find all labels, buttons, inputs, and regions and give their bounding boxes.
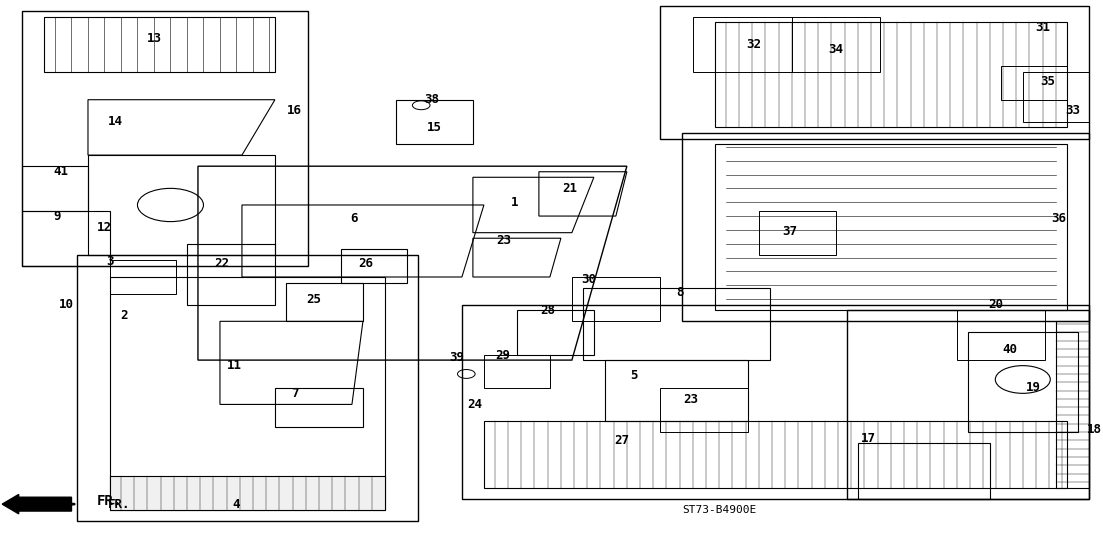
Text: 17: 17: [861, 432, 876, 445]
Text: 28: 28: [540, 304, 555, 317]
Text: 40: 40: [1003, 342, 1017, 356]
Text: 4: 4: [233, 497, 240, 511]
Text: 14: 14: [108, 115, 122, 129]
Text: 26: 26: [358, 257, 374, 270]
Text: 5: 5: [630, 369, 638, 382]
Text: 31: 31: [1035, 21, 1050, 34]
FancyArrow shape: [2, 494, 72, 514]
Text: 33: 33: [1064, 104, 1080, 117]
Text: 18: 18: [1086, 423, 1102, 436]
Text: 23: 23: [496, 234, 511, 248]
Text: 25: 25: [306, 293, 321, 306]
Text: 36: 36: [1051, 212, 1067, 225]
Text: 24: 24: [468, 398, 483, 411]
Text: 39: 39: [449, 351, 464, 364]
Text: 10: 10: [58, 298, 74, 311]
Text: 13: 13: [147, 32, 161, 45]
Text: 22: 22: [215, 257, 229, 270]
Text: 21: 21: [563, 182, 577, 195]
Text: 11: 11: [227, 359, 242, 372]
Text: 19: 19: [1026, 381, 1041, 394]
Text: 12: 12: [97, 220, 113, 234]
Text: 37: 37: [782, 225, 797, 238]
Text: 2: 2: [120, 309, 128, 322]
Text: 1: 1: [511, 196, 518, 209]
Text: 27: 27: [614, 434, 629, 447]
Text: 23: 23: [683, 393, 698, 407]
Text: 15: 15: [427, 121, 442, 134]
Text: 35: 35: [1040, 75, 1056, 89]
Text: 6: 6: [351, 212, 357, 225]
Text: 20: 20: [988, 298, 1003, 311]
Text: FR.: FR.: [108, 497, 130, 511]
Text: 16: 16: [287, 104, 302, 117]
Text: FR.: FR.: [97, 494, 122, 509]
Text: 3: 3: [106, 255, 114, 268]
Text: ST73-B4900E: ST73-B4900E: [682, 505, 757, 515]
Text: 7: 7: [291, 387, 299, 400]
Text: 29: 29: [495, 349, 510, 362]
Text: 8: 8: [676, 286, 684, 299]
Text: 41: 41: [53, 165, 68, 178]
Text: 30: 30: [581, 273, 596, 286]
Text: 32: 32: [746, 38, 761, 51]
Text: 9: 9: [53, 209, 61, 223]
Text: 34: 34: [828, 43, 844, 57]
Text: 38: 38: [425, 93, 440, 106]
Polygon shape: [110, 476, 385, 510]
